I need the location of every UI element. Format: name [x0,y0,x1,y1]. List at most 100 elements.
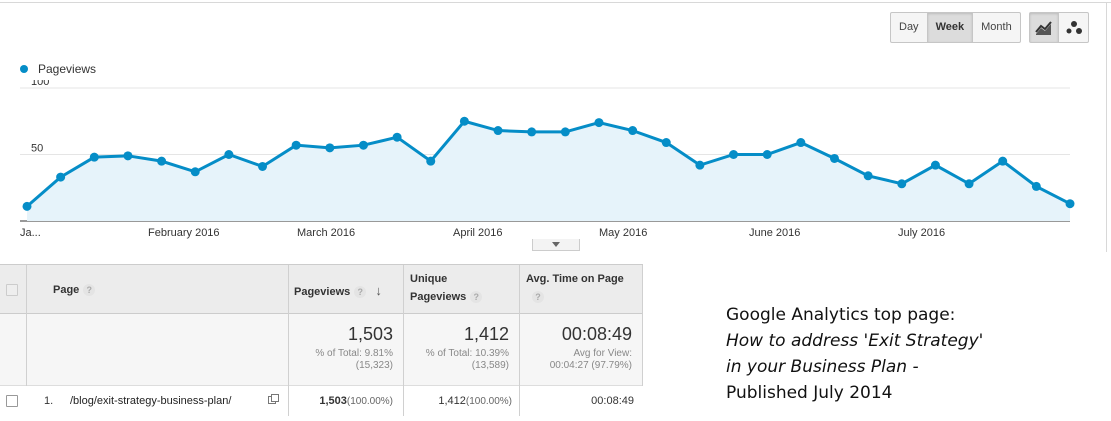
unique-pageviews-column-header[interactable]: Unique Pageviews? [410,270,483,306]
page-column-header[interactable]: Page? [53,281,96,299]
column-divider [403,265,404,315]
line-chart-icon [1035,20,1052,35]
data-point[interactable] [998,156,1008,166]
caption-line3: in your Business Plan - [726,357,919,377]
data-point[interactable] [829,153,839,163]
column-divider [642,314,643,386]
data-point[interactable] [729,150,739,159]
row-page-link[interactable]: /blog/exit-strategy-business-plan/ [70,395,232,407]
week-button[interactable]: Week [927,13,974,42]
chart-legend: Pageviews [20,62,96,76]
data-point[interactable] [190,167,200,177]
row-checkbox[interactable] [6,395,18,407]
select-all-checkbox[interactable] [6,284,18,296]
data-point[interactable] [897,179,907,189]
data-point[interactable] [358,140,368,150]
data-point[interactable] [930,160,940,170]
totals-row: 1,503 % of Total: 9.81% (15,323) 1,412 %… [0,314,643,386]
day-button[interactable]: Day [891,13,928,42]
column-divider [403,314,404,386]
data-point[interactable] [258,161,268,171]
table-row[interactable]: 1. /blog/exit-strategy-business-plan/ 1,… [0,386,643,416]
unique-header-line1: Unique [410,273,448,285]
row-unique-pageviews: 1,412 [438,395,466,407]
row-unique-percent: (100.00%) [465,396,512,407]
avg-time-view-value: 00:04:27 (97.79%) [549,360,632,371]
data-point[interactable] [863,171,873,181]
pageviews-header-label: Pageviews [294,286,351,298]
line-chart-button[interactable] [1030,13,1059,42]
data-point[interactable] [56,172,66,182]
data-point[interactable] [224,150,234,159]
data-point[interactable] [89,152,99,162]
data-point[interactable] [459,116,469,126]
chevron-down-icon [552,242,560,247]
column-divider [519,386,520,416]
row-avg-time: 00:08:49 [591,395,634,407]
data-point[interactable] [964,179,974,189]
data-point[interactable] [695,160,705,170]
table-header: Page? Pageviews? ↓ Unique Pageviews? Avg… [0,264,643,315]
data-point[interactable] [762,150,772,159]
data-point[interactable] [1065,199,1075,209]
column-divider [288,265,289,315]
motion-chart-button[interactable] [1059,13,1088,42]
data-point[interactable] [325,143,335,153]
help-icon[interactable]: ? [354,286,367,299]
column-divider [288,314,289,386]
x-tick-label: June 2016 [749,227,800,239]
x-tick-label: April 2016 [453,227,503,239]
data-point[interactable] [291,140,301,150]
series-line [26,119,1071,208]
avg-time-header-label: Avg. Time on Page [526,273,624,285]
page-header-label: Page [53,284,80,296]
data-point[interactable] [661,138,671,148]
total-avg-time: 00:08:49 [561,324,632,344]
help-icon[interactable]: ? [83,284,96,297]
data-point[interactable] [22,201,32,211]
caption-line4: Published July 2014 [726,383,893,403]
total-unique-percent: % of Total: 10.39% [425,348,509,359]
pageviews-column-header[interactable]: Pageviews? ↓ [294,282,382,301]
y-tick-label: 50 [31,143,43,155]
data-point[interactable] [123,151,133,161]
total-unique-count: (13,589) [471,360,509,371]
month-button[interactable]: Month [981,21,1012,33]
help-icon[interactable]: ? [470,291,483,304]
data-point[interactable] [493,126,503,136]
column-divider [26,265,27,315]
series-color-dot [20,65,28,73]
collapse-chart-toggle[interactable] [532,239,580,251]
row-pageviews-cell: 1,503(100.00%) [288,395,393,407]
data-point[interactable] [426,156,436,166]
series-area [27,121,1070,221]
data-point[interactable] [392,132,402,142]
open-page-icon[interactable] [268,394,279,408]
data-point[interactable] [796,138,806,148]
x-tick-label: May 2016 [599,227,647,239]
total-unique-pageviews: 1,412 [463,324,509,344]
x-tick-label: July 2016 [898,227,945,239]
avg-time-column-header[interactable]: Avg. Time on Page ? [526,270,624,306]
column-divider [642,265,643,315]
avg-time-view-label: Avg for View: [573,348,632,359]
column-divider [519,314,520,386]
date-granularity-toggle: Day Week Month [890,12,1021,43]
data-point[interactable] [527,127,537,137]
data-point[interactable] [157,156,167,166]
pageviews-chart: 50 100 Ja... February 2016 March 2016 April … [20,80,1075,239]
data-point[interactable] [628,126,638,136]
data-point[interactable] [594,118,604,128]
motion-chart-icon [1066,20,1082,34]
caption-line2: How to address 'Exit Strategy' [726,331,984,351]
data-point[interactable] [1031,181,1041,191]
top-border [0,2,1111,3]
x-tick-label: February 2016 [148,227,220,239]
sort-descending-icon[interactable]: ↓ [375,283,382,298]
caption-line1: Google Analytics top page: [726,305,956,325]
column-divider [403,386,404,416]
right-border [1106,2,1107,252]
data-point[interactable] [560,127,570,137]
y-tick-label: 100 [31,80,49,88]
help-icon[interactable]: ? [532,291,544,304]
